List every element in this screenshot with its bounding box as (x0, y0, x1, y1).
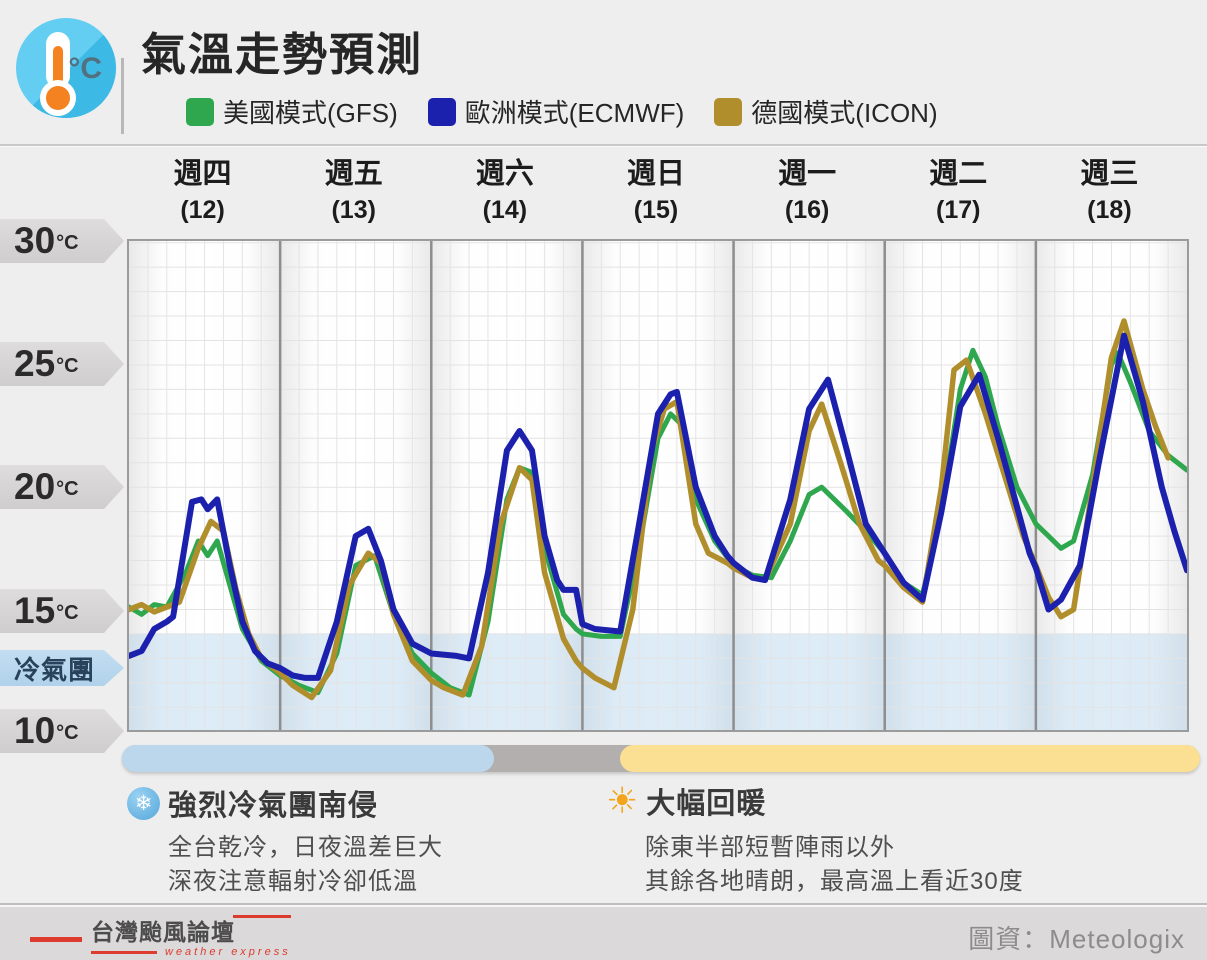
day-label-4: 週日 (15) (626, 158, 686, 224)
cold-annotation-title: ❄ 強烈冷氣團南侵 (127, 782, 378, 824)
icon-model-label: 德國模式(ICON) (751, 98, 938, 128)
header-divider (121, 58, 124, 134)
day-label-2: 週五 (13) (324, 158, 383, 224)
cold-annotation-line-1: 全台乾冷，日夜溫差巨大 (168, 834, 443, 861)
model-legend: 美國模式(GFS) 歐洲模式(ECMWF) 德國模式(ICON) (186, 93, 938, 130)
cold-airmass-label: 冷氣團 (0, 650, 124, 686)
y-axis-label-25: 25 °C (0, 342, 124, 386)
series-line-美國模式(GFS) (129, 347, 1187, 698)
warm-annotation-title: ☀ 大幅回暖 (606, 780, 767, 821)
logo-red-dash (30, 937, 82, 943)
temperature-chart-plot (127, 239, 1189, 732)
header-rule (0, 144, 1207, 146)
legend-item-icon-model: 德國模式(ICON) (714, 93, 938, 130)
logo-red-topline (232, 915, 291, 918)
y-axis-label-30: 30 °C (0, 219, 124, 263)
timeline-segment-warm-period (620, 745, 1200, 772)
snowflake-icon: ❄ (127, 786, 160, 820)
thermometer-degc-icon: °C (16, 18, 116, 118)
series-line-歐洲模式(ECMWF) (129, 332, 1187, 681)
icon-model-color-swatch (714, 97, 743, 126)
degc-text: °C (68, 52, 102, 85)
warm-annotation-line-2: 其餘各地晴朗，最高溫上看近30度 (645, 868, 1024, 895)
ecmwf-label: 歐洲模式(ECMWF) (464, 98, 685, 128)
y-axis-label-20: 20 °C (0, 465, 124, 509)
day-label-5: 週一 (16) (778, 158, 837, 224)
day-label-1: 週四 (12) (173, 158, 232, 224)
day-label-7: 週三 (18) (1080, 158, 1139, 224)
thermometer-bulb (40, 80, 76, 116)
footer: 台灣颱風論壇 weather express 圖資：Meteologix (0, 903, 1207, 960)
cold-annotation-line-2: 深夜注意輻射冷卻低溫 (168, 868, 418, 895)
ecmwf-color-swatch (427, 97, 456, 126)
y-axis-label-15: 15 °C (0, 589, 124, 633)
legend-item-ecmwf: 歐洲模式(ECMWF) (427, 93, 685, 130)
gfs-label: 美國模式(GFS) (223, 98, 398, 128)
gfs-color-swatch (186, 97, 214, 126)
thermometer-tube (46, 32, 70, 88)
page-title: 氣溫走勢預測 (141, 29, 424, 80)
y-axis-label-10: 10 °C (0, 709, 124, 753)
sun-icon: ☀ (606, 780, 639, 821)
day-label-3: 週六 (14) (475, 158, 534, 224)
day-label-6: 週二 (17) (929, 158, 988, 224)
timeline-segment-cold-period (122, 745, 494, 772)
series-line-德國模式(ICON) (129, 318, 1171, 701)
legend-item-gfs: 美國模式(GFS) (186, 93, 398, 130)
thermometer-mercury (53, 46, 63, 88)
logo-main-text: 台灣颱風論壇 (91, 919, 235, 945)
timeline-segment-transition-period (493, 745, 621, 772)
taiwan-typhoon-forum-logo: 台灣颱風論壇 weather express (30, 915, 291, 958)
timeline-bar (122, 745, 1200, 772)
chart-series-lines (129, 318, 1187, 701)
data-credit: 圖資：Meteologix (968, 924, 1185, 954)
logo-red-underline (91, 950, 157, 954)
logo-sub-text: weather express (165, 946, 291, 959)
warm-annotation-line-1: 除東半部短暫陣雨以外 (645, 834, 895, 861)
